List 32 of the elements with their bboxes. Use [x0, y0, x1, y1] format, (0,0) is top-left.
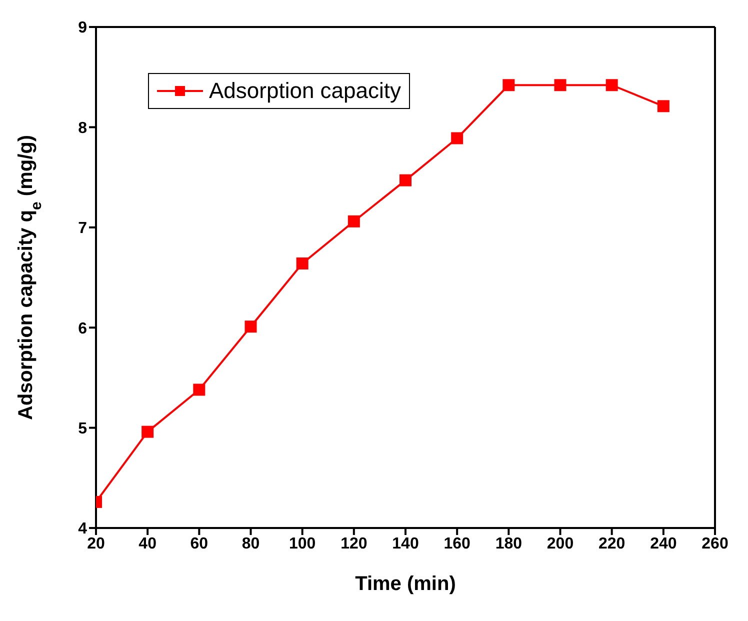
x-tick-label: 40 [138, 535, 157, 552]
point [193, 384, 206, 396]
x-tick-label: 220 [598, 535, 626, 552]
x-tick-label: 140 [392, 535, 419, 552]
y-tick-label: 9 [78, 20, 88, 37]
y-tick-label: 5 [78, 420, 88, 438]
x-tick-label: 60 [190, 535, 208, 552]
x-tick-label: 200 [546, 535, 574, 552]
point [142, 426, 154, 438]
y-tick-label: 7 [78, 220, 88, 238]
point [606, 79, 618, 92]
x-tick-label: 20 [87, 535, 105, 552]
x-tick-label: 120 [340, 535, 368, 552]
point [554, 79, 566, 92]
point [296, 257, 308, 270]
x-tick-label: 160 [444, 535, 471, 552]
point [400, 174, 412, 186]
y-tick-label: 6 [78, 320, 88, 338]
y-tick-label: 4 [78, 520, 88, 538]
x-tick-label: 100 [288, 535, 316, 552]
x-axis-title: Time (min) [355, 573, 456, 595]
point [657, 100, 670, 112]
x-tick-label: 260 [702, 535, 728, 552]
point [244, 320, 257, 333]
point [502, 79, 515, 92]
x-tick-label: 180 [495, 535, 522, 552]
x-tick-label: 240 [650, 535, 677, 552]
legend-label: Adsorption capacity [209, 78, 401, 104]
point [451, 132, 464, 144]
point [348, 215, 360, 228]
y-tick-label: 8 [78, 120, 88, 137]
x-tick-label: 80 [242, 535, 260, 552]
